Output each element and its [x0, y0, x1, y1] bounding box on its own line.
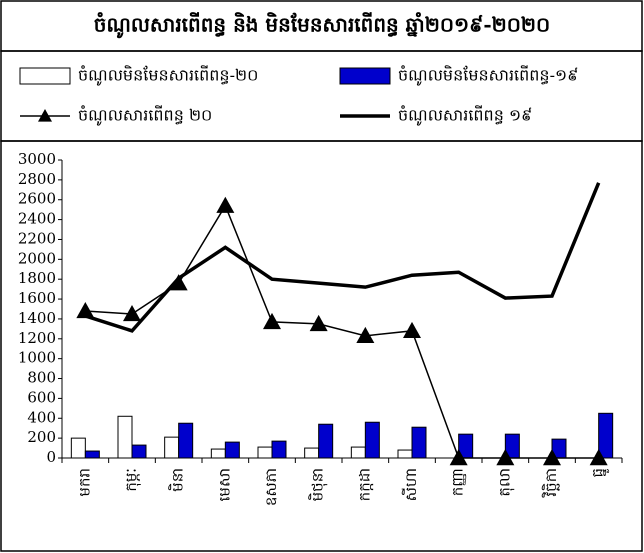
y-tick-label: 2200 [18, 229, 56, 247]
plot-box [0, 140, 643, 552]
line [84, 182, 601, 333]
x-tick-label: តុលា [495, 468, 514, 497]
y-tick-label: 2400 [18, 210, 56, 228]
marker [169, 274, 188, 291]
marker [449, 449, 468, 466]
bar [131, 444, 147, 459]
marker [356, 326, 375, 344]
x-tick-label: មិថុនា [308, 468, 328, 501]
legend-label: ចំណូលសារពើពន្ធ ២០ [78, 105, 212, 127]
y-tick-label: 2600 [18, 190, 56, 208]
legend-label: ចំណូលមិនមែនសារពើពន្ធ-២០ [78, 65, 258, 87]
marker [403, 321, 421, 339]
bar [164, 436, 180, 459]
bar [411, 426, 427, 459]
x-tick-label: មករា [75, 468, 93, 497]
x-tick-label: មេសា [215, 468, 233, 501]
x-tick-label: កុម្ភៈ [122, 468, 141, 492]
y-tick-label: 1200 [18, 329, 56, 347]
bar [318, 423, 334, 459]
x-tick-label: កញ្ញា [449, 468, 467, 496]
y-tick-label: 1600 [18, 289, 56, 307]
y-tick-label: 2800 [18, 170, 56, 188]
marker [263, 312, 281, 330]
y-tick-label: 600 [27, 388, 56, 406]
bar [117, 415, 133, 459]
bar [364, 421, 380, 459]
x-tick-label: ឧសភា [262, 468, 280, 506]
bar [178, 422, 194, 459]
legend-marker [38, 109, 52, 122]
marker [216, 196, 235, 213]
marker [543, 449, 561, 466]
marker [123, 304, 141, 322]
y-tick-label: 0 [46, 448, 56, 466]
y-tick-label: 1800 [18, 269, 56, 287]
legend-swatch [19, 67, 71, 85]
marker [76, 301, 95, 319]
bar [70, 437, 86, 459]
y-tick-label: 800 [27, 369, 56, 387]
y-tick-label: 200 [27, 428, 56, 446]
legend-box [0, 50, 643, 142]
marker [496, 449, 515, 466]
bar [598, 412, 614, 459]
bar [84, 450, 100, 459]
bar [257, 446, 273, 459]
y-tick-label: 400 [27, 408, 56, 426]
y-tick-label: 1000 [18, 349, 56, 367]
x-tick-label: ធ្នូ [589, 468, 610, 478]
bar [397, 449, 413, 459]
x-tick-label: សីហា [401, 468, 420, 501]
marker [309, 314, 328, 332]
x-tick-label: មិនា [168, 468, 187, 492]
chart-title: ចំណូលសារពើពន្ធ និង មិនមែនសារពើពន្ធ ឆ្នាំ… [94, 12, 550, 39]
legend-label: ចំណូលមិនមែនសារពើពន្ធ-១៩ [398, 65, 578, 87]
x-tick-label: វិច្ឆិកា [541, 468, 560, 498]
y-tick-label: 2000 [18, 249, 56, 267]
bar [224, 441, 240, 459]
y-tick-label: 3000 [18, 150, 56, 168]
bar [210, 448, 226, 459]
bar [304, 447, 320, 459]
bar [271, 440, 287, 459]
marker [589, 449, 608, 466]
line [85, 204, 599, 459]
legend-label: ចំណូលសារពើពន្ធ ១៩ [398, 105, 532, 127]
legend-swatch [339, 67, 391, 85]
bar [350, 446, 366, 459]
x-tick-label: កក្កដា [355, 468, 373, 501]
y-tick-label: 1400 [18, 309, 56, 327]
